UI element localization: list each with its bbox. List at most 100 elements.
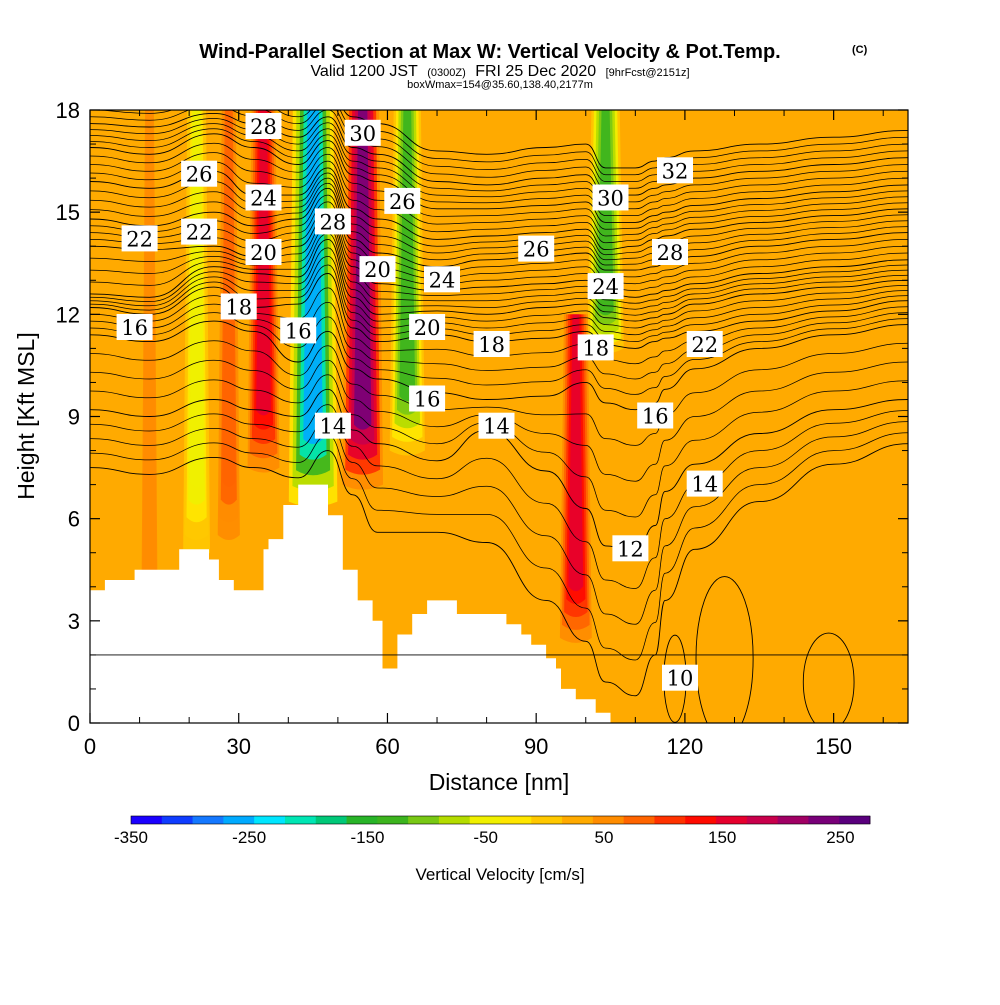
y-tick-label: 18	[56, 98, 80, 123]
contour-label-text: 22	[186, 221, 213, 245]
contour-label-text: 26	[389, 190, 416, 214]
contour-label-10: 18	[473, 331, 510, 357]
copyright-mark: (C)	[852, 44, 868, 56]
contour-label-0: 10	[662, 664, 698, 691]
colorbar-tick-label: -250	[232, 828, 266, 847]
contour-label-text: 18	[478, 333, 505, 357]
colorbar-tick-label: -50	[473, 828, 498, 847]
contour-label-bg	[577, 334, 614, 361]
theta-contour-minor	[90, 359, 908, 482]
contour-label-text: 16	[642, 405, 669, 429]
terrain-mask	[90, 484, 611, 723]
theta-contour-minor	[90, 374, 908, 518]
theta-contour-minor	[90, 312, 908, 395]
contour-label-bg	[181, 218, 218, 245]
contour-label-text: 24	[592, 275, 619, 299]
theta-contour-minor	[90, 152, 908, 237]
contour-label-22: 26	[384, 187, 421, 214]
contour-label-13: 20	[359, 256, 396, 283]
valid-prefix: Valid 1200 JST	[310, 63, 418, 80]
colorbar-swatch	[746, 816, 779, 824]
x-tick-label: 60	[375, 734, 399, 759]
forecast-info: [9hrFcst@2151z]	[606, 67, 690, 79]
x-axis-title: Distance [nm]	[429, 769, 570, 795]
colorbar-swatch	[500, 816, 532, 824]
colorbar-swatch	[592, 816, 625, 824]
contour-label-bg	[686, 470, 723, 497]
contour-label-text: 24	[429, 268, 456, 292]
contour-label-9: 18	[220, 293, 257, 320]
contour-label-text: 20	[250, 241, 277, 265]
w-feature-updraft-left-3	[247, 110, 280, 473]
valid-utc: (0300Z)	[427, 67, 466, 79]
theta-contour-minor	[90, 247, 908, 329]
contour-label-bg	[424, 266, 460, 293]
contour-label-bg	[220, 293, 257, 320]
contour-label-text: 18	[225, 296, 252, 320]
contour-label-bg	[245, 113, 282, 139]
contour-label-20: 24	[587, 273, 624, 300]
theta-contour-minor	[90, 110, 908, 182]
contour-label-2: 14	[314, 412, 351, 439]
x-tick-label: 120	[667, 734, 704, 759]
contour-label-text: 30	[597, 187, 624, 211]
w-band	[568, 314, 584, 592]
theta-contour-28	[90, 133, 908, 223]
contour-label-text: 16	[121, 316, 148, 340]
contour-label-text: 12	[617, 537, 644, 561]
axes: 0 30 60 90 120 150 0 3 6 9 12 15 18	[56, 98, 908, 759]
contour-label-bg	[280, 317, 317, 344]
contour-label-text: 14	[320, 415, 347, 439]
contour-label-bg	[662, 664, 698, 691]
contour-label-16: 22	[181, 218, 218, 245]
contour-label-25: 28	[314, 208, 351, 235]
w-band	[303, 110, 323, 444]
contour-label-11: 18	[577, 334, 614, 361]
colorbar-swatch	[315, 816, 347, 824]
colorbar-frame	[130, 815, 871, 825]
colorbar-swatch	[469, 816, 501, 824]
x-tick-label: 150	[815, 734, 852, 759]
colorbar-swatch	[254, 816, 286, 824]
contour-label-5: 16	[280, 317, 317, 344]
contour-label-18: 24	[245, 184, 282, 211]
contour-label-text: 20	[414, 316, 441, 340]
colorbar-swatch	[562, 816, 594, 824]
contour-label-bg	[314, 412, 351, 439]
contour-label-text: 10	[667, 667, 694, 691]
y-tick-label: 15	[56, 200, 80, 225]
theta-closed-contour	[802, 632, 855, 723]
valid-date: FRI 25 Dec 2020	[475, 63, 596, 80]
colorbar-tick-label: 150	[708, 828, 736, 847]
x-tick-label: 90	[524, 734, 548, 759]
colorbar-swatch	[777, 816, 809, 824]
contour-label-bg	[518, 235, 555, 262]
chart-title: Wind-Parallel Section at Max W: Vertical…	[199, 41, 780, 63]
contour-label-text: 16	[285, 319, 312, 343]
contour-label-text: 16	[414, 388, 441, 412]
contour-label-bg	[245, 184, 282, 211]
contour-label-text: 28	[320, 210, 347, 234]
colorbar-swatch	[408, 816, 440, 824]
y-axis-title: Height [Kft MSL]	[13, 332, 39, 499]
theta-closed-contour	[695, 576, 754, 723]
contour-label-text: 20	[364, 258, 391, 282]
y-tick-label: 12	[56, 302, 80, 327]
colorbar-swatch	[531, 816, 563, 824]
colorbar-swatch	[377, 816, 409, 824]
contour-label-text: 26	[523, 238, 550, 262]
contour-label-bg	[245, 239, 282, 265]
contour-label-bg	[686, 331, 723, 357]
colorbar-swatch	[808, 816, 840, 824]
contour-label-7: 16	[409, 385, 446, 412]
theta-contour-16	[90, 320, 908, 411]
contour-label-text: 14	[483, 415, 510, 439]
colorbar-swatch	[131, 816, 163, 824]
colorbar-tick-label: 50	[595, 828, 614, 847]
contour-label-text: 28	[250, 115, 277, 139]
contour-label-text: 22	[126, 227, 153, 251]
colorbar-swatch	[192, 816, 224, 824]
contour-label-bg	[587, 273, 624, 300]
contour-label-bg	[612, 535, 649, 562]
